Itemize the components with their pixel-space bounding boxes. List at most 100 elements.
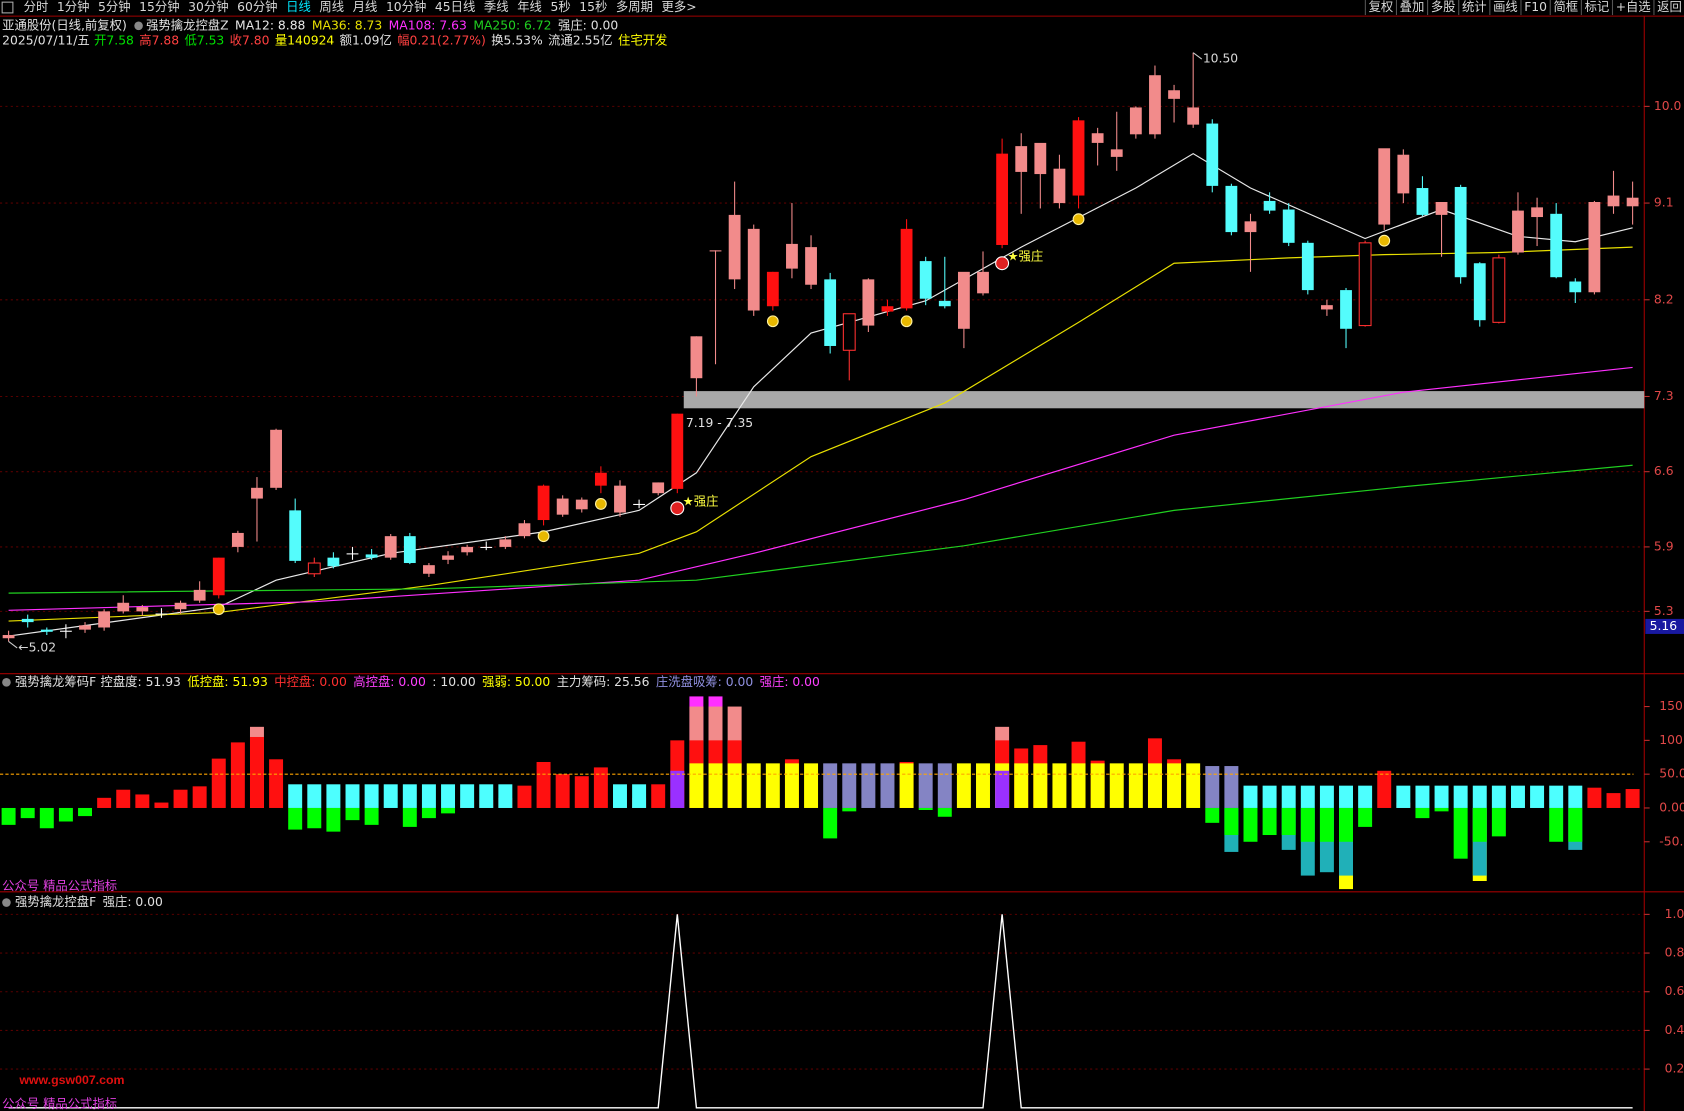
period-tab[interactable]: 45日线 (435, 0, 475, 14)
candle-body (1512, 210, 1524, 253)
toolbar-button[interactable]: 叠加 (1400, 0, 1425, 14)
period-tab[interactable]: 15秒 (579, 0, 607, 14)
bar (918, 763, 933, 808)
legend-item: 收7.80 (230, 33, 270, 47)
period-tab[interactable]: 10分钟 (386, 0, 426, 14)
y-tick-label: 0.6 (1665, 984, 1684, 998)
y-tick-label: 0.8 (1665, 946, 1684, 960)
period-tab[interactable]: 月线 (353, 0, 378, 14)
candle-body (423, 565, 435, 574)
y-tick-label: 1.0 (1665, 907, 1684, 921)
candle-body (633, 503, 645, 505)
candle-body (805, 247, 817, 285)
ma-legend: MA36: 8.73 (312, 18, 382, 32)
indicator-icon[interactable] (134, 21, 143, 31)
period-tab[interactable]: 60分钟 (237, 0, 277, 14)
candle-body (537, 485, 550, 521)
y-tick-label: 50.0 (1659, 767, 1684, 781)
annotation: ←5.02 (18, 640, 56, 654)
candle-body (1569, 281, 1582, 293)
candle-body (499, 539, 512, 547)
candle-body (1626, 197, 1639, 207)
bar (1530, 785, 1545, 808)
toolbar-button[interactable]: 多股 (1431, 0, 1456, 14)
bar (1090, 763, 1105, 808)
bar (727, 763, 742, 808)
toolbar-button[interactable]: F10 (1524, 0, 1547, 14)
candle-body (671, 413, 684, 489)
candle-body (614, 485, 626, 513)
toolbar-button[interactable]: 画线 (1493, 0, 1518, 14)
bar (765, 763, 780, 808)
toolbar-button[interactable]: +自选 (1616, 0, 1651, 14)
bar (670, 770, 685, 808)
toolbar-button[interactable]: 简框 (1553, 0, 1578, 14)
strong-signal (995, 256, 1010, 271)
indicator-icon[interactable] (2, 677, 11, 687)
last-price: 5.16 (1650, 619, 1678, 633)
bar (517, 785, 532, 808)
bar (1491, 785, 1506, 808)
period-tab[interactable]: 周线 (319, 0, 344, 14)
bar (1510, 785, 1525, 808)
y-tick-label: -50.0 (1659, 834, 1684, 848)
candle-body (518, 523, 531, 537)
candle-body (1492, 257, 1506, 323)
period-tab[interactable]: 更多> (662, 0, 697, 14)
bar (1, 807, 16, 825)
bar (1606, 793, 1621, 808)
indicator-icon[interactable] (2, 898, 11, 907)
period-tab[interactable]: 分时 (24, 0, 49, 14)
toolbar-button[interactable]: 返回 (1657, 0, 1682, 14)
bar (1186, 763, 1201, 808)
legend-item: 强庄: 0.00 (760, 674, 820, 689)
candle-body (1034, 142, 1047, 175)
candle-body (174, 602, 187, 610)
bar (918, 807, 933, 810)
bar (479, 784, 494, 808)
candle-body (1588, 202, 1601, 293)
candle-body (766, 271, 779, 307)
candle-body (307, 562, 321, 575)
bar (383, 784, 398, 808)
toolbar-button[interactable]: 标记 (1585, 0, 1610, 14)
bar (937, 807, 952, 817)
period-tab[interactable]: 1分钟 (57, 0, 90, 14)
candle-body (117, 602, 130, 612)
legend-item: 强弱: 50.00 (482, 675, 550, 689)
bar (173, 789, 188, 808)
candle-body (709, 250, 722, 252)
bar (460, 784, 475, 808)
period-tab[interactable]: 日线 (286, 0, 311, 14)
bar (421, 807, 436, 819)
candle-body (212, 557, 225, 596)
strong-signal (670, 501, 685, 516)
bar (116, 789, 131, 808)
bar (651, 784, 666, 808)
candle-body (346, 553, 359, 555)
date: 2025/07/11/五 (2, 33, 90, 47)
bar (1167, 763, 1182, 808)
period-tab[interactable]: 15分钟 (139, 0, 179, 14)
period-tab[interactable]: 季线 (484, 0, 509, 14)
legend-item: 庄洗盘吸筹: 0.00 (656, 674, 753, 689)
candle-body (384, 536, 397, 558)
candle-body (862, 279, 875, 326)
toolbar-button[interactable]: 复权 (1369, 0, 1394, 14)
bar (976, 763, 990, 808)
bar (326, 784, 341, 808)
bar (784, 763, 799, 808)
bar (804, 763, 819, 808)
candle-body (1473, 263, 1486, 321)
period-tab[interactable]: 5秒 (550, 0, 570, 14)
period-tab[interactable]: 年线 (517, 0, 542, 14)
toolbar-button[interactable]: 统计 (1462, 0, 1487, 14)
watermark: www.gsw007.com (18, 1073, 124, 1087)
period-tab[interactable]: 30分钟 (188, 0, 228, 14)
bar (1415, 807, 1430, 819)
period-tab[interactable]: 5分钟 (98, 0, 131, 14)
candle-body (1225, 185, 1238, 233)
period-tab[interactable]: 多周期 (616, 0, 653, 14)
menu-icon[interactable] (1, 1, 14, 14)
